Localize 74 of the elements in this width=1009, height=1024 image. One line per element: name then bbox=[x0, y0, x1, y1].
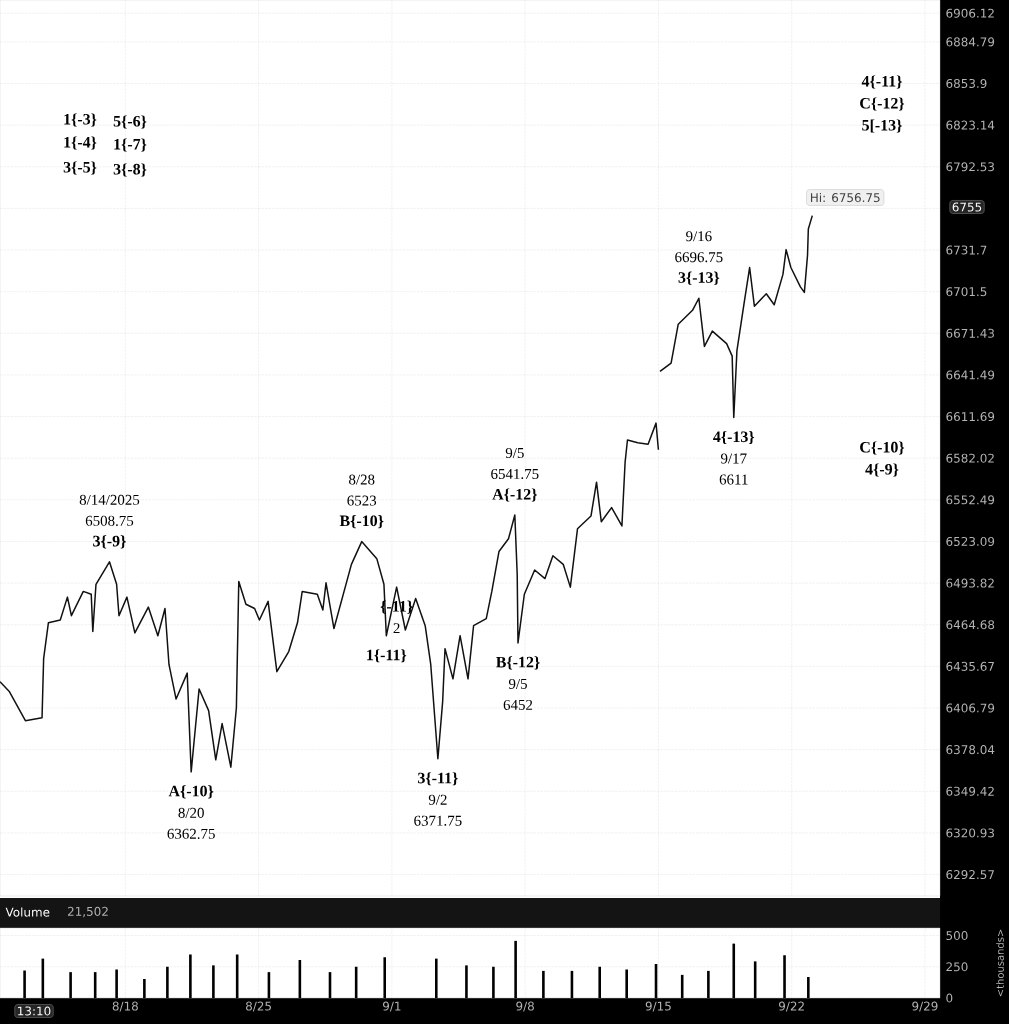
y-tick-label: 6552.49 bbox=[946, 495, 995, 505]
annotation: 1{-3} bbox=[64, 113, 97, 127]
annotation: A{-10} bbox=[168, 785, 214, 799]
y-tick-label: 6349.42 bbox=[946, 786, 994, 796]
annotation: Hi: 6756.75 bbox=[810, 192, 880, 203]
chart-title: Volume bbox=[5, 907, 50, 917]
y-tick-label: 6582.02 bbox=[946, 453, 994, 463]
annotation: 6696.75 bbox=[675, 252, 723, 263]
annotation: B{-10} bbox=[339, 514, 384, 529]
annotation: 9/17 bbox=[720, 453, 747, 464]
annotation: 6523 bbox=[347, 495, 377, 506]
annotation: 6541.75 bbox=[491, 468, 539, 480]
annotation: 1{-4} bbox=[64, 136, 97, 150]
annotation: 5{-6} bbox=[113, 115, 147, 129]
annotation: 6611 bbox=[719, 474, 748, 485]
annotation: 9/2 bbox=[428, 794, 447, 805]
annotation: 6452 bbox=[503, 699, 533, 710]
y-tick-label: 500 bbox=[946, 930, 968, 941]
y-tick-label: 6641.49 bbox=[946, 370, 995, 380]
annotation: 8/14/2025 bbox=[79, 494, 140, 505]
y-tick-label: 6906.12 bbox=[946, 8, 994, 18]
annotation: 1{-11} bbox=[367, 649, 407, 663]
x-tick-label: 8/18 bbox=[112, 1001, 138, 1012]
annotation: 9/16 bbox=[686, 231, 712, 242]
y-tick-label: 6464.68 bbox=[946, 620, 995, 630]
x-tick-label: 8/25 bbox=[245, 1001, 271, 1012]
annotation: 4{-9} bbox=[865, 463, 899, 477]
y-tick-label: 6435.67 bbox=[946, 661, 994, 671]
annotation: 3{-8} bbox=[113, 163, 147, 177]
y-tick-label: 6493.82 bbox=[946, 578, 994, 588]
x-tick-label: 9/22 bbox=[779, 1001, 804, 1012]
y-axis-title: <thousands> bbox=[996, 929, 1004, 997]
y-tick-label: 6611.69 bbox=[946, 412, 995, 422]
annotation: 6371.75 bbox=[414, 815, 462, 826]
y-tick-label: 6823.14 bbox=[946, 120, 995, 130]
text: 21,502 bbox=[67, 906, 108, 918]
annotation: A{-12} bbox=[492, 488, 537, 502]
text: 6755 bbox=[952, 202, 982, 212]
annotation: 2 bbox=[393, 623, 400, 634]
annotation: 6508.75 bbox=[85, 515, 134, 526]
annotation: 8/20 bbox=[178, 807, 204, 818]
x-tick-label: 9/1 bbox=[383, 1001, 401, 1012]
annotation: B{-12} bbox=[496, 656, 540, 670]
y-tick-label: 0 bbox=[946, 993, 953, 1003]
y-tick-label: 6884.79 bbox=[946, 37, 995, 47]
y-tick-label: 6671.43 bbox=[946, 328, 994, 338]
y-tick-label: 6406.79 bbox=[946, 703, 995, 713]
annotation: 1{-7} bbox=[114, 138, 147, 152]
annotation: 3{-11} bbox=[418, 772, 458, 786]
annotation: 3{-9} bbox=[93, 535, 126, 549]
text: 13:10 bbox=[18, 1006, 51, 1016]
y-tick-label: 6853.9 bbox=[946, 78, 987, 89]
annotation: 9/5 bbox=[505, 448, 524, 459]
annotation: 3{-5} bbox=[63, 161, 97, 175]
annotation: 6362.75 bbox=[167, 828, 215, 839]
annotation: 3{-13} bbox=[678, 271, 720, 285]
y-tick-label: 250 bbox=[946, 962, 968, 972]
annotation: 8/28 bbox=[349, 474, 375, 485]
y-tick-label: 6320.93 bbox=[946, 828, 994, 838]
y-tick-label: 6523.09 bbox=[946, 536, 995, 546]
y-tick-label: 6792.53 bbox=[946, 162, 994, 172]
annotation: 4{-11} bbox=[861, 75, 902, 89]
y-tick-label: 6378.04 bbox=[946, 745, 995, 755]
x-tick-label: 9/8 bbox=[516, 1001, 534, 1012]
annotation: 9/5 bbox=[508, 678, 527, 689]
annotation: C{-12} bbox=[860, 97, 905, 111]
y-tick-label: 6731.7 bbox=[946, 245, 987, 255]
x-tick-label: 9/29 bbox=[912, 1001, 938, 1012]
annotation: 5[-13} bbox=[862, 119, 902, 133]
y-tick-label: 6292.57 bbox=[946, 870, 994, 880]
x-tick-label: 9/15 bbox=[645, 1001, 671, 1012]
annotation: C{-10} bbox=[860, 441, 905, 455]
y-tick-label: 6701.5 bbox=[946, 287, 987, 297]
annotation: 4{-13} bbox=[713, 430, 755, 445]
